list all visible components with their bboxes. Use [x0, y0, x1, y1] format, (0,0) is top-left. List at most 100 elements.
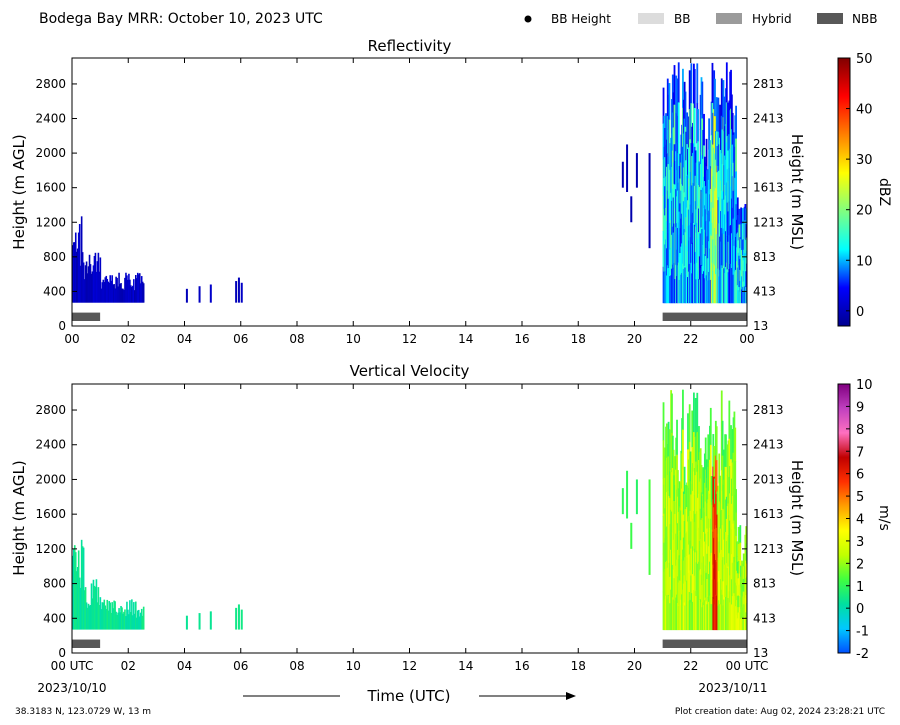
echo-column: [142, 283, 145, 303]
echo-cell: [677, 102, 680, 143]
echo-column: [93, 256, 96, 303]
reflectivity-colorbar-label: dBZ: [876, 178, 892, 206]
echo-column: [101, 282, 104, 303]
reflectivity-colorbar: [837, 57, 851, 327]
echo-cell: [725, 62, 728, 103]
echo-aloft: [626, 470, 629, 519]
echo-cell: [741, 208, 744, 225]
echo-column: [121, 288, 123, 303]
y-tick-label: 0: [58, 319, 66, 333]
echo-cell: [693, 69, 696, 109]
x-tick-label: 00 UTC: [726, 659, 769, 673]
echo-column: [135, 601, 137, 630]
echo-cell: [682, 68, 684, 109]
y-right-tick-label: 813: [753, 250, 776, 264]
echo-cell: [701, 81, 704, 119]
echo-column: [96, 261, 99, 303]
echo-cell: [682, 469, 684, 511]
echo-cell: [709, 444, 712, 483]
echo-column: [105, 609, 108, 630]
echo-cell: [703, 113, 705, 146]
echo-column: [95, 271, 98, 303]
echo-column: [75, 251, 78, 303]
y-tick-label: 1200: [35, 215, 66, 229]
echo-column: [134, 613, 136, 630]
legend-bb-height-label: BB Height: [551, 12, 611, 26]
echo-cell: [696, 392, 699, 433]
echo-column: [83, 279, 86, 303]
velocity-data-layer: [72, 389, 747, 631]
echo-cell: [741, 223, 744, 241]
echo-cell: [690, 63, 693, 104]
echo-cell: [673, 65, 676, 106]
echo-column: [87, 266, 90, 303]
echo-column: [185, 288, 188, 303]
echo-cell: [665, 113, 667, 146]
echo-cell: [697, 141, 700, 175]
echo-column: [85, 261, 88, 303]
y-right-tick-label: 13: [753, 646, 768, 660]
echo-cell: [686, 112, 689, 145]
echo-column: [131, 286, 133, 303]
echo-column: [135, 275, 137, 303]
echo-cell: [715, 97, 718, 132]
echo-cell: [731, 112, 734, 146]
echo-column: [87, 603, 90, 630]
echo-column: [133, 279, 135, 303]
echo-column: [91, 598, 94, 630]
bb-type-segment: [72, 639, 101, 648]
colorbar-tick-label: 0: [856, 305, 864, 320]
echo-column: [116, 614, 118, 630]
echo-column: [209, 284, 212, 303]
reflectivity-ylabel-right: Height (m MSL): [788, 134, 806, 250]
echo-cell: [709, 140, 711, 168]
echo-cell: [662, 87, 665, 124]
echo-cell: [713, 446, 716, 478]
echo-cell: [730, 459, 732, 494]
x-tick-label: 16: [514, 659, 529, 673]
echo-column: [240, 609, 243, 630]
x-tick-label: 12: [402, 659, 417, 673]
echo-column: [106, 278, 109, 303]
velocity-panel: Vertical Velocity 00 UTC 02 04 06 08 10 12 14 16…: [10, 362, 892, 673]
echo-cell: [723, 96, 726, 132]
echo-column: [76, 248, 79, 303]
x-tick-label: 18: [571, 659, 586, 673]
x-tick-label: 20: [627, 659, 642, 673]
echo-aloft: [630, 196, 633, 223]
echo-column: [130, 285, 132, 303]
echo-column: [79, 265, 82, 303]
echo-column: [113, 284, 115, 303]
echo-cell: [745, 208, 747, 225]
echo-column: [113, 600, 115, 630]
echo-column: [94, 252, 97, 303]
echo-column: [109, 275, 112, 303]
y-right-tick-label: 2013: [753, 472, 784, 486]
echo-column: [141, 615, 144, 630]
echo-column: [123, 611, 125, 630]
echo-cell: [734, 427, 737, 462]
x-tick-label: 16: [514, 332, 529, 346]
echo-column: [73, 242, 76, 303]
echo-column: [104, 605, 107, 630]
echo-column: [115, 276, 117, 303]
echo-column: [120, 605, 122, 630]
echo-cell: [697, 109, 700, 142]
echo-column: [124, 277, 126, 303]
y-right-tick-label: 13: [753, 319, 768, 333]
reflectivity-colorbar-ticks: 0 10 20 30 40 50: [846, 52, 873, 320]
echo-column: [79, 587, 82, 630]
colorbar-tick-label: 9: [856, 400, 864, 415]
legend-bb-label: BB: [674, 12, 690, 26]
echo-column: [109, 602, 112, 630]
echo-cell: [737, 544, 740, 562]
y-tick-label: 800: [43, 577, 66, 591]
y-right-tick-label: 2013: [753, 146, 784, 160]
echo-column: [107, 610, 110, 630]
echo-column: [136, 610, 139, 630]
colorbar-tick-label: 8: [856, 423, 864, 438]
echo-column: [72, 549, 75, 630]
echo-column: [127, 279, 129, 303]
echo-cell: [671, 393, 673, 434]
echo-cell: [682, 429, 684, 471]
